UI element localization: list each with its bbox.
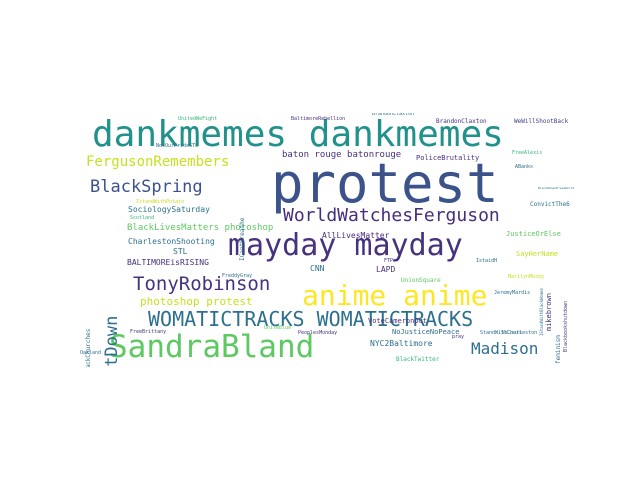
- word-vertical: ShutItDown: [102, 315, 122, 367]
- word: Oakland: [80, 350, 102, 356]
- word: VoteCameronOut: [368, 317, 428, 325]
- word: SandraBland: [109, 329, 315, 365]
- word: JusticeOrElse: [506, 230, 561, 238]
- word: BlackTwitter: [396, 356, 440, 363]
- word: FergusonRemembers: [86, 154, 230, 170]
- word: dankmemes dankmemes: [92, 114, 504, 155]
- word: STL: [173, 247, 188, 256]
- word: NYC2Baltimore: [370, 339, 433, 348]
- word: pray: [452, 334, 465, 340]
- word: PoliceBrutality: [416, 154, 480, 162]
- word: BaltimoreRebellion: [291, 116, 346, 122]
- word: JeremyMardis: [494, 290, 531, 296]
- word: protest: [271, 152, 499, 215]
- word-vertical: ICantBreathe: [239, 217, 246, 261]
- word: Scotland: [130, 215, 155, 221]
- word: baton rouge batonrouge: [282, 150, 402, 160]
- word: CharlestonShooting: [128, 237, 215, 246]
- word: UniteBlue: [264, 325, 292, 331]
- word: UnitedWeFight: [178, 116, 218, 122]
- word: ConvictThe6: [530, 201, 570, 208]
- word: TonyRobinson: [133, 273, 271, 295]
- word: BlackSpring: [90, 177, 203, 197]
- word: BALTIMOREisRISING: [127, 258, 209, 267]
- word: WeWillShootBack: [514, 118, 569, 125]
- word: MarilynMosby: [508, 274, 545, 280]
- word: FTP: [384, 258, 394, 264]
- word: NoJusticeNoPeace: [392, 328, 460, 336]
- word: BlackLivesMatters photoshop: [127, 223, 274, 233]
- word: StandWithCharleston: [480, 330, 538, 336]
- word: FreddyGray: [222, 273, 253, 279]
- word: IstaidH: [476, 258, 498, 264]
- word: ABanks: [515, 164, 534, 170]
- word-vertical: WhoIsBurningBlackChurches: [85, 329, 92, 367]
- word: BrandonClaxton: [372, 113, 415, 117]
- word-vertical: Blackbookshutdown: [563, 300, 569, 352]
- word: WorldWatchesFerguson: [283, 205, 500, 226]
- word: WOMATICTRACKS WOMATICTRACKS: [148, 307, 474, 331]
- word: BlackWomenEraseWorld: [538, 186, 575, 190]
- word-vertical: IStandWithBlackWomen: [539, 287, 544, 336]
- word: IstandWithPotato: [136, 199, 185, 205]
- word: LAPD: [376, 265, 396, 274]
- word: Madison: [471, 339, 539, 358]
- word-vertical: feminism: [555, 335, 562, 364]
- word: BrandonClaxton: [436, 118, 487, 125]
- word: anime anime: [302, 279, 488, 312]
- word: SociologySaturday: [128, 205, 210, 214]
- word: AllLivesMatter: [322, 231, 390, 240]
- word: CNN: [310, 264, 325, 273]
- word: mayday mayday: [228, 228, 463, 263]
- word: NotOurPrideSTL: [156, 143, 199, 149]
- word: PeoplesMonday: [298, 330, 338, 336]
- word-vertical: mikebrown: [545, 293, 553, 331]
- word: StLouis: [501, 330, 523, 336]
- word: SayHerName: [516, 250, 559, 258]
- word: FreeBrittany: [130, 329, 167, 335]
- word: photoshop protest: [140, 295, 253, 308]
- word-cloud: protest dankmemes dankmemes mayday mayda…: [80, 113, 578, 367]
- word: UnionSquare: [401, 277, 441, 284]
- word: FreeAlexis: [512, 150, 543, 156]
